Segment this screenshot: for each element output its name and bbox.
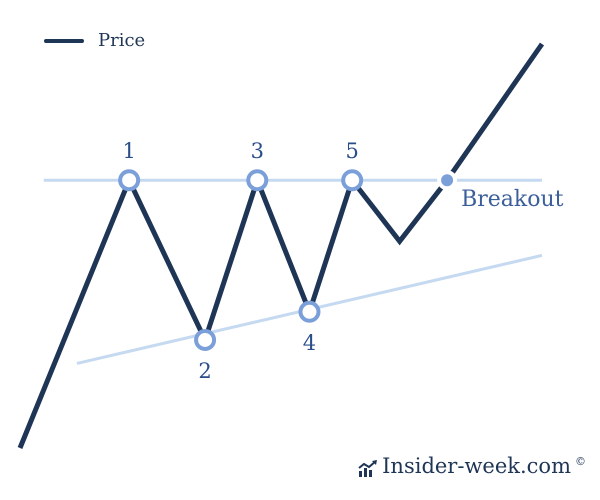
touch-point-label-5: 5: [345, 139, 358, 163]
breakout-label: Breakout: [461, 187, 564, 212]
touch-point-label-1: 1: [122, 139, 135, 163]
touch-point-marker-3: [246, 169, 269, 192]
touch-point-marker-5: [341, 169, 364, 192]
breakout-marker: [441, 174, 454, 187]
watermark: Insider-week.com ©: [358, 454, 586, 478]
legend-swatch-price: [44, 38, 84, 43]
touch-point-marker-4: [298, 300, 321, 323]
price-line: [17, 42, 545, 449]
legend-label-price: Price: [98, 30, 146, 51]
watermark-copyright: ©: [575, 455, 586, 468]
watermark-text: Insider-week.com: [382, 454, 571, 478]
trend-chart-icon: [358, 460, 378, 477]
touch-point-label-2: 2: [198, 359, 211, 383]
legend: Price: [44, 30, 145, 51]
touch-point-label-4: 4: [303, 331, 316, 355]
touch-point-marker-2: [194, 328, 217, 351]
touch-point-marker-1: [118, 169, 141, 192]
touch-point-label-3: 3: [251, 139, 264, 163]
